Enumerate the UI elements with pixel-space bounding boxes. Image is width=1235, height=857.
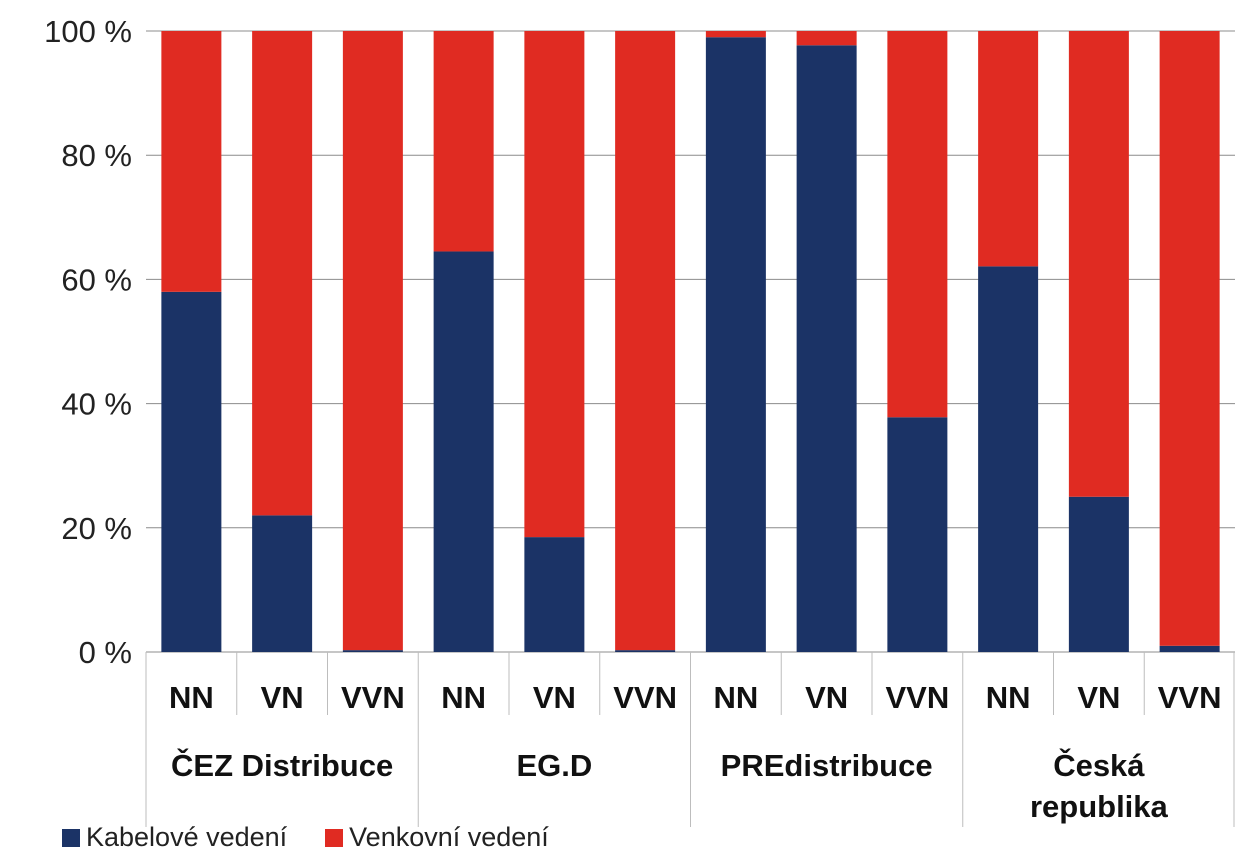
category-label: VN: [805, 680, 848, 715]
category-label: NN: [713, 680, 758, 715]
bar-segment-venkovni: [796, 31, 857, 46]
category-label: VVN: [341, 680, 405, 715]
y-tick-label: 0 %: [79, 635, 132, 670]
category-label: VN: [261, 680, 304, 715]
legend-label-venkovni: Venkovní vedení: [349, 822, 549, 852]
bar-segment-kabelove: [978, 266, 1039, 652]
bar-segment-kabelove: [615, 650, 676, 652]
bar-segment-kabelove: [252, 515, 313, 652]
y-axis: 0 % 20 % 40 % 60 % 80 % 100 %: [44, 14, 132, 670]
category-label: VN: [1077, 680, 1120, 715]
bar-segment-venkovni: [1159, 31, 1220, 646]
group-label: EG.D: [516, 748, 592, 783]
y-tick-label: 60 %: [61, 262, 132, 297]
bar-segment-kabelove: [1068, 496, 1129, 652]
legend-item-venkovni: Venkovní vedení: [325, 822, 549, 853]
bar-segment-venkovni: [252, 31, 313, 516]
bar-segment-kabelove: [433, 251, 494, 652]
bar-segment-kabelove: [1159, 645, 1220, 652]
category-label: NN: [441, 680, 486, 715]
category-label: VVN: [886, 680, 950, 715]
category-label: VVN: [613, 680, 677, 715]
category-label: VVN: [1158, 680, 1222, 715]
y-tick-label: 80 %: [61, 138, 132, 173]
bar-segment-kabelove: [887, 417, 948, 652]
group-label: republika: [1030, 789, 1169, 824]
bar-segment-kabelove: [524, 537, 585, 652]
category-label: NN: [986, 680, 1031, 715]
bar-segment-venkovni: [524, 31, 585, 538]
bar-segment-venkovni: [887, 31, 948, 418]
bar-segment-venkovni: [705, 31, 766, 38]
group-label: Česká: [1053, 747, 1145, 783]
y-tick-label: 100 %: [44, 14, 132, 49]
group-label: PREdistribuce: [721, 748, 933, 783]
legend-label-kabelove: Kabelové vedení: [86, 822, 288, 852]
bar-segment-venkovni: [615, 31, 676, 651]
bars: [161, 31, 1220, 652]
legend-swatch-venkovni: [325, 828, 344, 847]
bar-segment-kabelove: [705, 37, 766, 652]
bar-segment-venkovni: [978, 31, 1039, 267]
x-axis: NN VN VVN ČEZ Distribuce NN VN VVN EG.D NN VN VVN P…: [145, 652, 1235, 827]
bar-segment-kabelove: [796, 45, 857, 652]
legend-swatch-kabelove: [62, 828, 80, 847]
legend: Kabelové vedení Venkovní vedení: [62, 822, 587, 853]
bar-segment-venkovni: [433, 31, 494, 252]
bar-segment-venkovni: [161, 31, 222, 292]
y-tick-label: 20 %: [61, 511, 132, 546]
bar-segment-kabelove: [342, 650, 403, 652]
y-tick-label: 40 %: [61, 387, 132, 422]
legend-item-kabelove: Kabelové vedení: [62, 822, 287, 853]
category-label: NN: [169, 680, 214, 715]
category-label: VN: [533, 680, 576, 715]
bar-segment-venkovni: [342, 31, 403, 651]
bar-segment-venkovni: [1068, 31, 1129, 497]
group-label: ČEZ Distribuce: [171, 747, 393, 783]
bar-segment-kabelove: [161, 291, 222, 652]
